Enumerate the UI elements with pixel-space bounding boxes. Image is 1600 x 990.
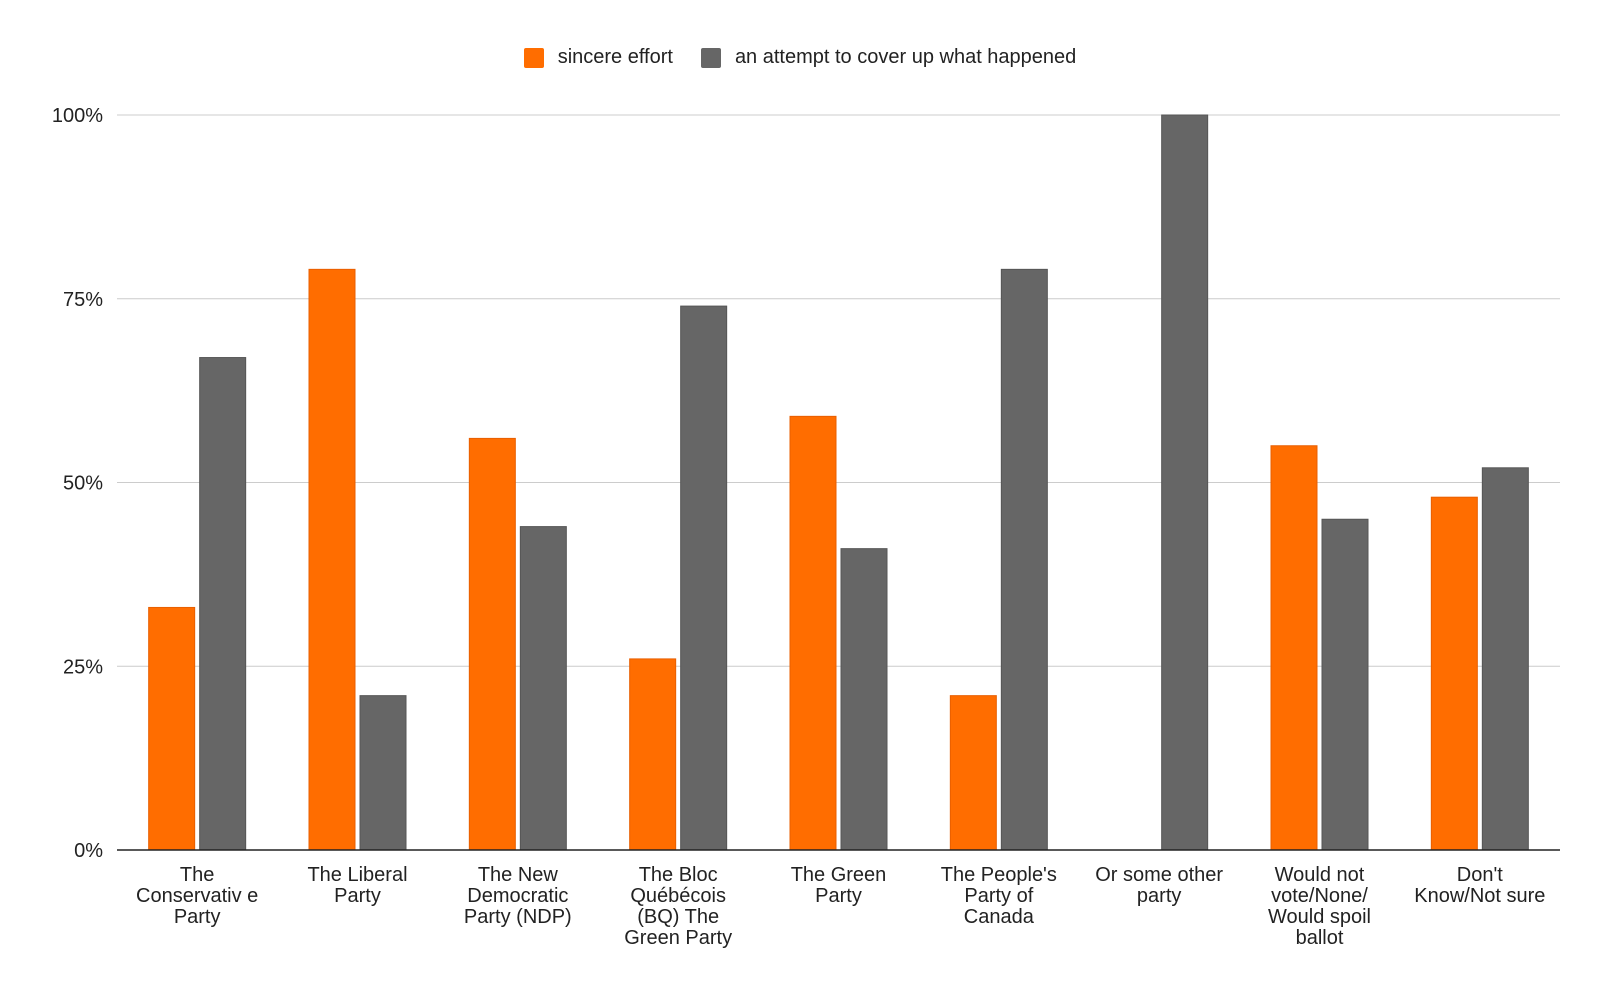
x-tick-label-line: Democratic: [467, 885, 568, 907]
x-tick-label-line: Canada: [964, 906, 1035, 928]
x-tick-label: Would not vote/None/Would spoil ballot: [1268, 864, 1371, 949]
bar-sincere-effort: [629, 658, 677, 851]
x-tick-label: Or some other party: [1095, 864, 1223, 907]
bar-cover-up: [1481, 467, 1529, 851]
x-tick-label-line: Don't: [1457, 864, 1504, 886]
bar-sincere-effort: [949, 695, 997, 851]
bar-sincere-effort: [1430, 496, 1478, 851]
x-tick-label-line: The: [180, 864, 214, 886]
x-tick-label: The Bloc Québécois (BQ) The Green Party: [624, 864, 732, 949]
x-tick-label-line: The Green: [791, 864, 887, 886]
x-tick-label-line: Conservativ e: [136, 885, 258, 907]
legend-item-sincere-effort: sincere effort: [523, 46, 673, 69]
bar-cover-up: [680, 305, 728, 851]
x-tick-label-line: Party: [815, 885, 862, 907]
x-tick-label-line: The People's: [941, 864, 1057, 886]
bar-sincere-effort: [308, 268, 356, 851]
x-tick-label: The Green Party: [791, 864, 887, 907]
bar-cover-up: [1321, 518, 1369, 851]
x-tick-label: Don't Know/Not sure: [1414, 864, 1545, 907]
bar-sincere-effort: [148, 606, 196, 851]
legend-item-cover-up: an attempt to cover up what happened: [700, 46, 1077, 69]
bar-sincere-effort: [789, 415, 837, 851]
x-tick-label-line: Green Party: [624, 927, 732, 949]
chart-legend: sincere effort an attempt to cover up wh…: [0, 46, 1600, 69]
x-tick-label: The Liberal Party: [307, 864, 407, 907]
x-tick-label: The Conservativ e Party: [136, 864, 258, 928]
legend-label-sincere-effort: sincere effort: [557, 46, 673, 68]
x-tick-label-line: Party of: [964, 885, 1033, 907]
x-tick-label-line: Party: [174, 906, 221, 928]
legend-swatch-sincere-effort: [523, 47, 544, 68]
x-tick-label-line: Party (NDP): [464, 906, 572, 928]
bar-sincere-effort: [1270, 445, 1318, 851]
x-tick-label-line: party: [1137, 885, 1181, 907]
x-tick-label: The New Democratic Party (NDP): [464, 864, 572, 928]
x-tick-label-line: Québécois: [630, 885, 726, 907]
bar-cover-up: [519, 526, 567, 851]
legend-label-cover-up: an attempt to cover up what happened: [734, 46, 1077, 68]
x-tick-label: The People's Party of Canada: [941, 864, 1057, 928]
grid-lines: [117, 114, 1560, 667]
bar-sincere-effort: [468, 437, 516, 851]
x-tick-label-line: The New: [478, 864, 559, 886]
bar-cover-up: [1161, 114, 1209, 851]
y-axis-ticks: 0% 25% 50% 75% 100%: [52, 105, 103, 862]
x-tick-label-line: (BQ) The: [637, 906, 719, 928]
bar-cover-up: [1000, 268, 1048, 851]
bar-cover-up: [840, 548, 888, 851]
y-tick-label: 100%: [52, 105, 103, 127]
x-tick-label-line: Party: [334, 885, 381, 907]
x-tick-label-line: ballot: [1296, 927, 1344, 949]
bar-cover-up: [199, 357, 247, 851]
y-tick-label: 75%: [63, 289, 103, 311]
legend-swatch-cover-up: [700, 47, 721, 68]
x-tick-label-line: Or some other: [1095, 864, 1223, 886]
bar-cover-up: [359, 695, 407, 851]
x-tick-label-line: The Liberal: [307, 864, 407, 886]
y-tick-label: 50%: [63, 473, 103, 495]
x-tick-label-line: Would spoil: [1268, 906, 1371, 928]
y-tick-label: 25%: [63, 656, 103, 678]
y-tick-label: 0%: [74, 840, 103, 862]
bars: [148, 114, 1529, 851]
x-tick-label-line: vote/None/: [1271, 885, 1368, 907]
x-tick-label-line: Would not: [1275, 864, 1365, 886]
x-tick-label-line: The Bloc: [639, 864, 718, 886]
x-tick-label-line: Know/Not sure: [1414, 885, 1545, 907]
